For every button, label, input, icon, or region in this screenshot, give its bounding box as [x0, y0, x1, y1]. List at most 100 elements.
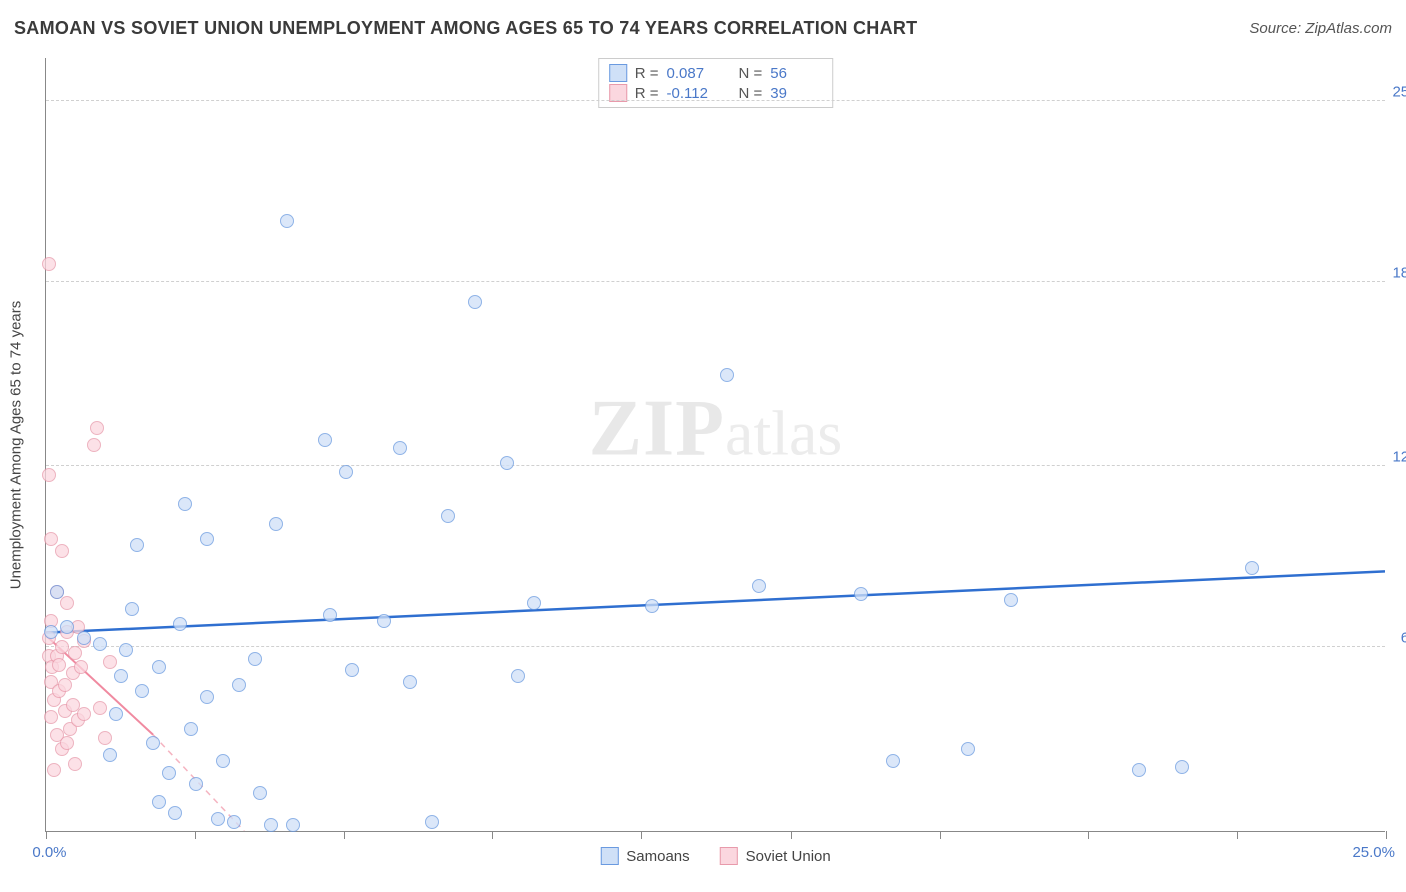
y-tick-label: 12.5%	[1392, 448, 1406, 465]
gridline	[46, 100, 1385, 101]
data-point	[318, 433, 332, 447]
r-label: R =	[635, 65, 659, 82]
data-point	[44, 710, 58, 724]
data-point	[77, 707, 91, 721]
data-point	[720, 368, 734, 382]
x-origin-label: 0.0%	[32, 844, 66, 861]
data-point	[114, 669, 128, 683]
data-point	[135, 684, 149, 698]
data-point	[752, 579, 766, 593]
data-point	[286, 818, 300, 832]
r-value: 0.087	[667, 65, 719, 82]
data-point	[211, 812, 225, 826]
data-point	[1175, 760, 1189, 774]
watermark: ZIPatlas	[589, 384, 843, 475]
watermark-zip: ZIP	[589, 385, 725, 473]
data-point	[345, 663, 359, 677]
source-attribution: Source: ZipAtlas.com	[1249, 20, 1392, 37]
data-point	[178, 497, 192, 511]
data-point	[961, 742, 975, 756]
data-point	[125, 602, 139, 616]
series-legend: Samoans Soviet Union	[600, 847, 830, 865]
data-point	[44, 532, 58, 546]
legend-item: Soviet Union	[720, 847, 831, 865]
legend-swatch	[609, 64, 627, 82]
n-label: N =	[739, 65, 763, 82]
data-point	[47, 763, 61, 777]
data-point	[42, 257, 56, 271]
x-tick	[344, 831, 345, 839]
data-point	[280, 214, 294, 228]
data-point	[55, 544, 69, 558]
x-tick	[46, 831, 47, 839]
data-point	[1132, 763, 1146, 777]
y-axis-title: Unemployment Among Ages 65 to 74 years	[8, 300, 25, 589]
data-point	[216, 754, 230, 768]
data-point	[119, 643, 133, 657]
data-point	[152, 660, 166, 674]
data-point	[68, 646, 82, 660]
x-tick	[1237, 831, 1238, 839]
data-point	[200, 532, 214, 546]
data-point	[377, 614, 391, 628]
x-tick	[940, 831, 941, 839]
data-point	[77, 631, 91, 645]
data-point	[253, 786, 267, 800]
n-value: 56	[770, 65, 822, 82]
watermark-atlas: atlas	[725, 398, 842, 469]
data-point	[1004, 593, 1018, 607]
data-point	[393, 441, 407, 455]
y-tick-label: 6.3%	[1401, 630, 1406, 647]
data-point	[146, 736, 160, 750]
data-point	[441, 509, 455, 523]
gridline	[46, 281, 1385, 282]
data-point	[232, 678, 246, 692]
data-point	[323, 608, 337, 622]
data-point	[109, 707, 123, 721]
trendlines-layer	[46, 58, 1385, 831]
y-tick-label: 25.0%	[1392, 83, 1406, 100]
data-point	[269, 517, 283, 531]
data-point	[500, 456, 514, 470]
data-point	[886, 754, 900, 768]
data-point	[98, 731, 112, 745]
data-point	[60, 736, 74, 750]
data-point	[93, 637, 107, 651]
data-point	[52, 658, 66, 672]
data-point	[200, 690, 214, 704]
x-tick	[195, 831, 196, 839]
data-point	[87, 438, 101, 452]
data-point	[1245, 561, 1259, 575]
gridline	[46, 465, 1385, 466]
data-point	[854, 587, 868, 601]
data-point	[50, 585, 64, 599]
legend-label: Samoans	[626, 848, 689, 865]
gridline	[46, 646, 1385, 647]
data-point	[227, 815, 241, 829]
data-point	[403, 675, 417, 689]
data-point	[527, 596, 541, 610]
data-point	[511, 669, 525, 683]
data-point	[173, 617, 187, 631]
legend-label: Soviet Union	[746, 848, 831, 865]
data-point	[468, 295, 482, 309]
x-tick	[791, 831, 792, 839]
source-prefix: Source:	[1249, 20, 1305, 37]
data-point	[93, 701, 107, 715]
data-point	[189, 777, 203, 791]
data-point	[60, 620, 74, 634]
data-point	[103, 748, 117, 762]
correlation-row: R = 0.087 N = 56	[609, 63, 823, 83]
data-point	[60, 596, 74, 610]
x-tick	[1088, 831, 1089, 839]
data-point	[339, 465, 353, 479]
legend-swatch	[720, 847, 738, 865]
x-tick	[641, 831, 642, 839]
data-point	[44, 625, 58, 639]
data-point	[42, 468, 56, 482]
trend-line	[46, 571, 1385, 632]
legend-item: Samoans	[600, 847, 689, 865]
data-point	[103, 655, 117, 669]
data-point	[645, 599, 659, 613]
y-tick-label: 18.8%	[1392, 264, 1406, 281]
